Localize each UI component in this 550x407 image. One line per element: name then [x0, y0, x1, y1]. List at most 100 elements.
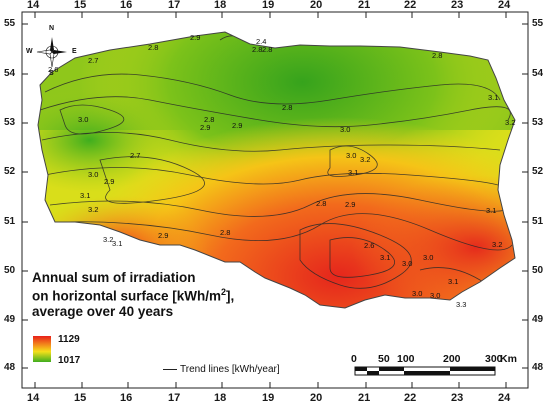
lon-bottom-label-17: 17 — [168, 392, 181, 404]
lat-right-label-55: 55 — [532, 18, 544, 29]
lat-right-label-54: 54 — [532, 68, 544, 79]
legend-color-ramp — [33, 336, 51, 362]
scale-bar — [354, 366, 496, 376]
contour-label: 2.8 — [316, 199, 326, 208]
lon-top-label-14: 14 — [27, 0, 40, 11]
contour-labels: 2.62.72.82.92.8 2.82.43.13.23.0 2.83.03.02… — [48, 33, 515, 309]
contour-label: 2.4 — [256, 37, 266, 46]
legend-title-superscript: 2 — [221, 287, 227, 297]
contour-label: 3.3 — [456, 300, 466, 309]
contour-label: 2.8 — [252, 45, 262, 54]
contour-label: 3.0 — [340, 125, 350, 134]
lon-top-label-17: 17 — [168, 0, 181, 11]
lon-top-label-20: 20 — [310, 0, 323, 11]
contour-label: 2.7 — [88, 56, 98, 65]
contour-label: 3.0 — [88, 170, 98, 179]
contour-label: 2.9 — [200, 123, 210, 132]
contour-label: 3.2 — [360, 155, 370, 164]
legend-max-value: 1129 — [58, 334, 80, 345]
legend-title-line1: Annual sum of irradiation — [32, 270, 196, 285]
contour-label: 3.1 — [448, 277, 458, 286]
contour-label: 3.2 — [88, 205, 98, 214]
lon-bottom-label-23: 23 — [451, 392, 464, 404]
contour-label: 3.1 — [486, 206, 496, 215]
lon-bottom-label-19: 19 — [262, 392, 275, 404]
lon-bottom-label-14: 14 — [27, 392, 40, 404]
scale-label-200: 200 — [443, 353, 461, 365]
lat-right-label-49: 49 — [532, 314, 544, 325]
legend-title-line2-suffix: ], — [226, 288, 235, 304]
contour-label: 2.8 — [262, 45, 272, 54]
scale-label-50: 50 — [378, 353, 390, 365]
compass-south-label: S — [49, 70, 54, 77]
lon-bottom-label-24: 24 — [498, 392, 511, 404]
lon-top-label-22: 22 — [404, 0, 417, 11]
contour-label: 2.8 — [432, 51, 442, 60]
lon-top-label-21: 21 — [358, 0, 371, 11]
lat-left-label-54: 54 — [4, 68, 16, 79]
scale-label-300: 300 — [485, 353, 503, 365]
legend-title-line3: average over 40 years — [32, 303, 174, 319]
contour-label: 3.2 — [492, 240, 502, 249]
contour-label: 2.9 — [158, 231, 168, 240]
lat-right-label-51: 51 — [532, 216, 544, 227]
lat-left-label-51: 51 — [4, 216, 16, 227]
lon-bottom-label-15: 15 — [74, 392, 87, 404]
lat-left-label-52: 52 — [4, 166, 16, 177]
trend-lines-legend: Trend lines [kWh/year] — [163, 364, 280, 375]
contour-label: 3.1 — [380, 253, 390, 262]
lon-bottom-label-20: 20 — [310, 392, 323, 404]
contour-label: 2.8 — [220, 228, 230, 237]
legend-title-line2-text: on horizontal surface [kWh/m — [32, 288, 222, 304]
contour-label: 2.8 — [148, 43, 158, 52]
contour-label: 3.2 — [505, 118, 515, 127]
legend-min-value: 1017 — [58, 355, 81, 366]
contour-label: 2.9 — [190, 33, 200, 42]
compass-east-label: E — [72, 48, 77, 55]
lat-left-label-53: 53 — [4, 117, 16, 128]
lon-top-label-18: 18 — [214, 0, 227, 11]
lat-left-label-48: 48 — [4, 362, 16, 373]
contour-label: 3.2 — [103, 235, 113, 244]
scale-label-100: 100 — [397, 353, 415, 365]
contour-label: 2.8 — [282, 103, 292, 112]
lat-left-label-49: 49 — [4, 314, 16, 325]
contour-label: 3.0 — [423, 253, 433, 262]
compass-west-label: W — [26, 48, 33, 55]
contour-label: 2.9 — [345, 200, 355, 209]
lat-right-label-48: 48 — [532, 362, 544, 373]
scale-label-0: 0 — [351, 353, 357, 365]
scale-unit-label: Km — [500, 353, 517, 365]
contour-label: 2.9 — [232, 121, 242, 130]
lon-bottom-label-21: 21 — [358, 392, 371, 404]
trend-lines-label: Trend lines [kWh/year] — [180, 364, 280, 375]
contour-label: 3.0 — [430, 291, 440, 300]
contour-label: 2.7 — [130, 151, 140, 160]
lat-left-label-50: 50 — [4, 265, 16, 276]
lat-right-label-52: 52 — [532, 166, 544, 177]
lon-bottom-label-16: 16 — [120, 392, 133, 404]
lon-top-label-16: 16 — [120, 0, 133, 11]
contour-label: 3.0 — [412, 289, 422, 298]
contour-lines — [39, 35, 513, 299]
legend-title-line2: on horizontal surface [kWh/m2], — [32, 285, 322, 304]
contour-label: 2.8 — [204, 115, 214, 124]
lat-right-label-50: 50 — [532, 265, 544, 276]
lon-top-label-15: 15 — [74, 0, 87, 11]
contour-label: 2.6 — [364, 241, 374, 250]
contour-label: 3.1 — [488, 93, 498, 102]
lon-top-label-23: 23 — [451, 0, 464, 11]
compass-rose-icon: N S E W — [26, 25, 77, 77]
contour-label: 2.6 — [48, 65, 58, 74]
trend-line-symbol — [163, 368, 177, 370]
lat-right-label-53: 53 — [532, 117, 544, 128]
lon-bottom-label-22: 22 — [404, 392, 417, 404]
lon-top-label-24: 24 — [498, 0, 511, 11]
legend-title: Annual sum of irradiation on horizontal … — [32, 270, 322, 319]
poland-border — [37, 31, 516, 309]
lon-bottom-label-18: 18 — [214, 392, 227, 404]
contour-label: 3.0 — [346, 151, 356, 160]
contour-label: 3.0 — [78, 115, 88, 124]
lat-left-label-55: 55 — [4, 18, 16, 29]
